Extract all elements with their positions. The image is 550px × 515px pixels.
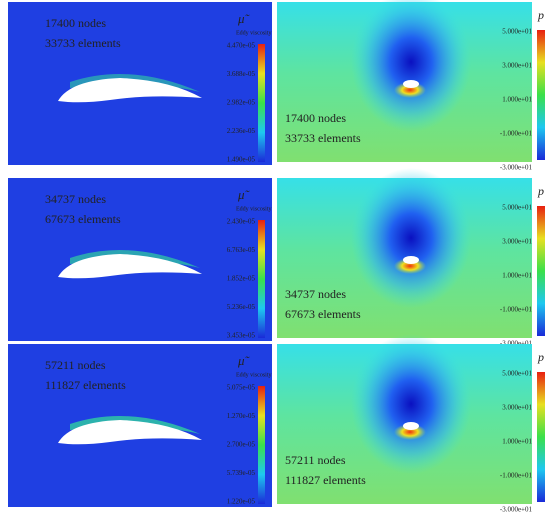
pressure-symbol: p xyxy=(537,350,544,364)
viscosity-tick: 4.470e-05 xyxy=(227,42,256,50)
airfoil-section xyxy=(403,256,419,264)
pressure-tick: -1.000e+01 xyxy=(500,130,533,138)
viscosity-tick: 5.075e-05 xyxy=(227,384,256,392)
viscosity-tick: 3.688e-05 xyxy=(227,70,256,78)
pressure-tick: -1.000e+01 xyxy=(500,472,533,480)
mesh-elements: 111827 elements xyxy=(45,378,126,392)
high-pressure xyxy=(394,82,426,98)
low-pressure xyxy=(351,334,471,474)
mesh-elements: 67673 elements xyxy=(45,212,121,226)
pressure-tick: 5.000e+01 xyxy=(502,28,532,36)
mesh-elements: 67673 elements xyxy=(285,307,361,321)
viscosity-tick: 2.982e-05 xyxy=(227,99,256,107)
pressure-symbol: p xyxy=(537,184,544,198)
viscosity-tick: 1.490e-05 xyxy=(227,156,256,164)
mesh-nodes: 57211 nodes xyxy=(285,453,346,467)
mesh-nodes: 17400 nodes xyxy=(285,111,346,125)
mesh-nodes: 57211 nodes xyxy=(45,358,106,372)
viscosity-tick: 5.739e-05 xyxy=(227,469,256,477)
viscosity-tick: 5.236e-05 xyxy=(227,303,256,311)
viscosity-tick: 1.220e-05 xyxy=(227,498,256,506)
viscosity-tick: 1.852e-05 xyxy=(227,275,256,283)
airfoil-section xyxy=(403,422,419,430)
mesh-nodes: 34737 nodes xyxy=(285,287,346,301)
pressure-tick: 3.000e+01 xyxy=(502,238,532,246)
pressure-tick: 1.000e+01 xyxy=(502,438,532,446)
pressure-colorbar xyxy=(537,206,545,336)
high-pressure xyxy=(394,258,426,274)
pressure-colorbar xyxy=(537,30,545,160)
viscosity-label: Eddy viscosity xyxy=(236,206,272,212)
pressure-tick: 1.000e+01 xyxy=(502,272,532,280)
viscosity-tick: 2.430e-05 xyxy=(227,218,256,226)
viscosity-tick: 6.763e-05 xyxy=(227,246,256,254)
viscosity-colorbar xyxy=(258,386,265,504)
viscosity-colorbar xyxy=(258,44,265,162)
mesh-elements: 33733 elements xyxy=(285,131,361,145)
airfoil xyxy=(58,78,202,103)
airfoil-section xyxy=(403,80,419,88)
viscosity-tick: 2.700e-05 xyxy=(227,441,256,449)
viscosity-colorbar xyxy=(258,220,265,338)
viscosity-tick: 2.236e-05 xyxy=(227,127,256,135)
high-pressure xyxy=(394,424,426,440)
pressure-symbol: p xyxy=(537,8,544,22)
viscosity-tick: 3.453e-05 xyxy=(227,332,256,340)
airfoil xyxy=(58,420,202,445)
pressure-tick: 3.000e+01 xyxy=(502,404,532,412)
pressure-tick: -3.000e+01 xyxy=(500,506,533,514)
pressure-tick: 5.000e+01 xyxy=(502,370,532,378)
mesh-elements: 111827 elements xyxy=(285,473,366,487)
viscosity-label: Eddy viscosity xyxy=(236,372,272,378)
pressure-tick: 1.000e+01 xyxy=(502,96,532,104)
pressure-colorbar xyxy=(537,372,545,502)
low-pressure xyxy=(351,0,471,132)
pressure-tick: 3.000e+01 xyxy=(502,62,532,70)
pressure-tick: 5.000e+01 xyxy=(502,204,532,212)
mesh-nodes: 34737 nodes xyxy=(45,192,106,206)
mesh-elements: 33733 elements xyxy=(45,36,121,50)
mesh-nodes: 17400 nodes xyxy=(45,16,106,30)
low-pressure xyxy=(351,168,471,308)
pressure-tick: -3.000e+01 xyxy=(500,340,533,348)
viscosity-label: Eddy viscosity xyxy=(236,30,272,36)
pressure-tick: -1.000e+01 xyxy=(500,306,533,314)
pressure-tick: -3.000e+01 xyxy=(500,164,533,172)
viscosity-tick: 1.270e-05 xyxy=(227,412,256,420)
airfoil xyxy=(58,254,202,279)
